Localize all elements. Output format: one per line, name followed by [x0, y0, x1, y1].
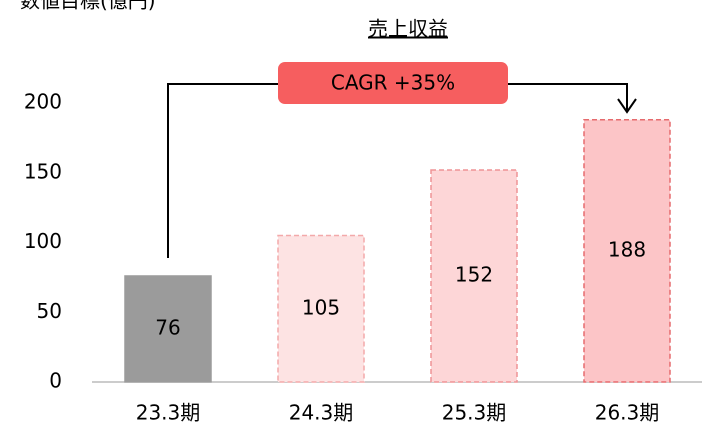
bar	[124, 275, 212, 383]
x-tick-label: 24.3期	[289, 401, 354, 425]
x-tick-label: 25.3期	[442, 401, 507, 425]
cagr-label: CAGR +35%	[331, 71, 455, 95]
bar	[430, 169, 518, 383]
chart-subtitle: 数値目標(億円)	[20, 0, 156, 13]
x-tick-label: 23.3期	[136, 401, 201, 425]
value-label: 188	[608, 237, 646, 261]
bar	[277, 234, 365, 383]
bar	[583, 118, 671, 383]
y-tick-label: 50	[37, 299, 62, 323]
cagr-bracket	[167, 83, 628, 258]
y-tick-label: 0	[49, 369, 62, 393]
x-tick-label: 26.3期	[595, 401, 660, 425]
cagr-box	[278, 62, 508, 104]
value-label: 105	[302, 295, 340, 319]
value-label: 152	[455, 262, 493, 286]
y-tick-label: 200	[24, 90, 62, 114]
chart-title: 売上収益	[368, 17, 448, 41]
cagr-arrowhead	[617, 98, 637, 114]
y-tick-label: 100	[24, 229, 62, 253]
y-tick-label: 150	[24, 159, 62, 183]
value-label: 76	[155, 315, 180, 339]
